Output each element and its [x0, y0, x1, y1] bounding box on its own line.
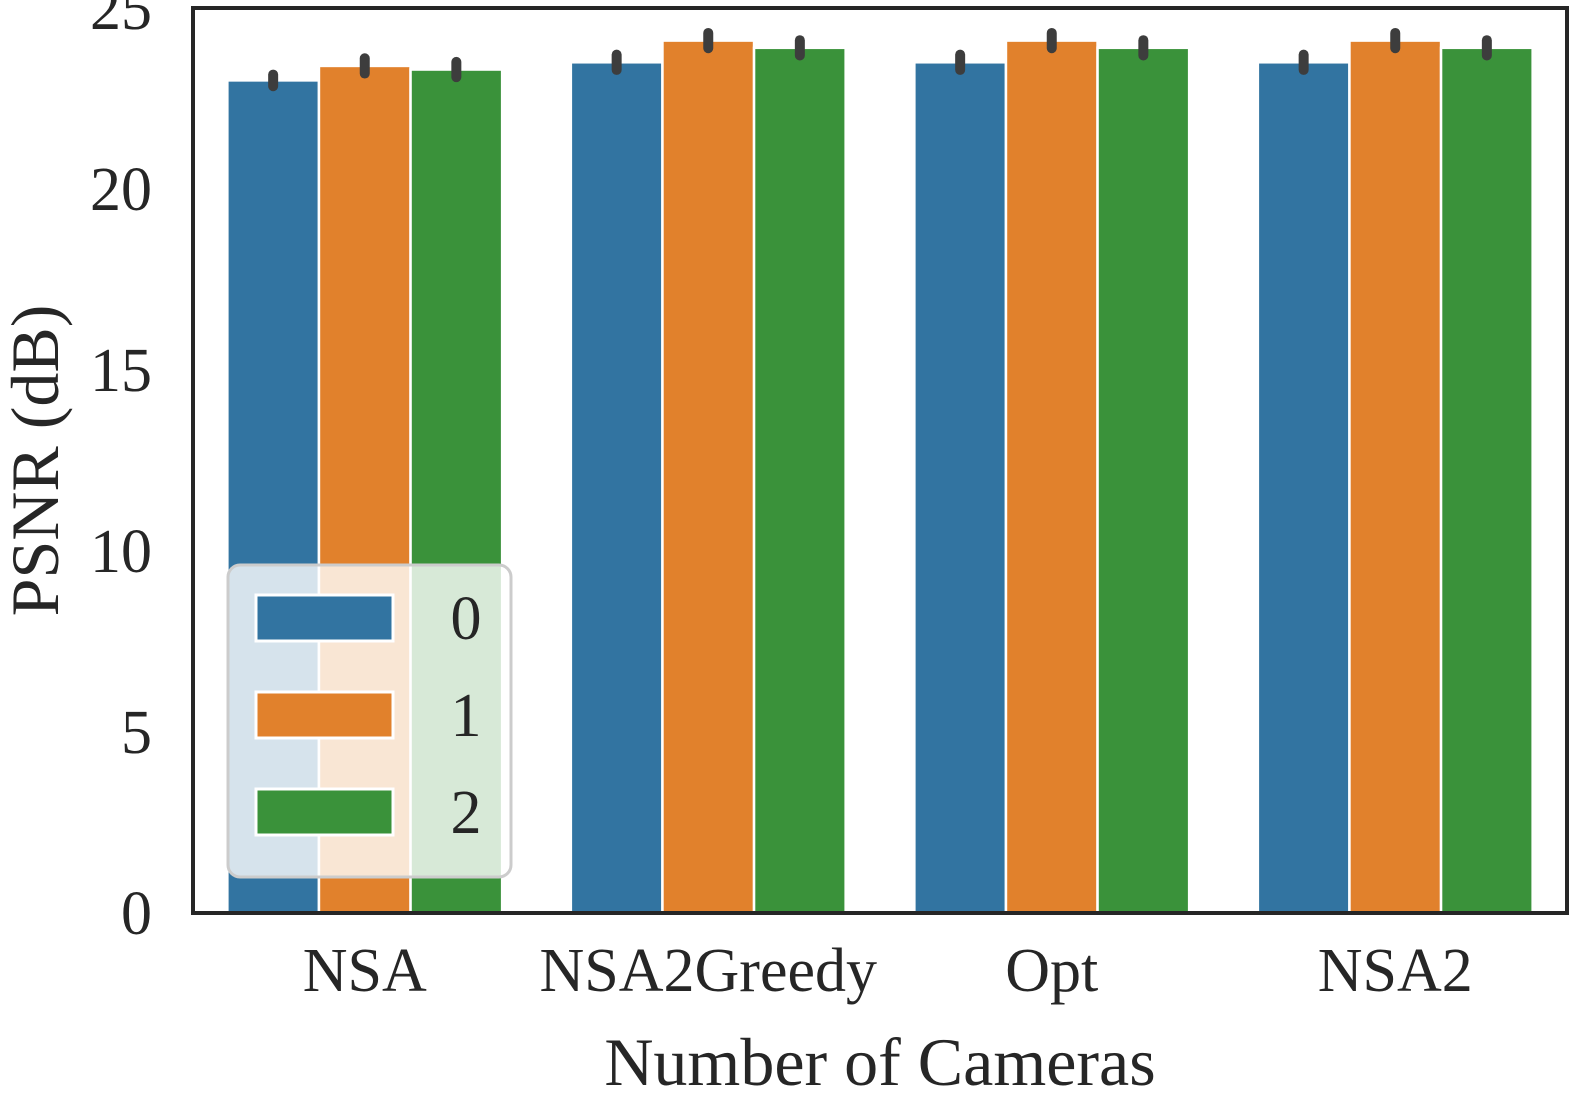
plot-frame: [191, 6, 1569, 915]
y-tick-label: 20: [90, 156, 152, 224]
bar-nsa2greedy-series-1: [661, 39, 756, 915]
y-tick-label: 15: [90, 337, 152, 405]
bar-nsa2-series-2: [1439, 46, 1534, 915]
y-tick-label: 25: [90, 0, 152, 43]
legend-label-2: 2: [451, 779, 482, 847]
bar-nsa2-series-1: [1348, 39, 1443, 915]
legend-swatch-2: [254, 787, 395, 837]
legend-label-0: 0: [451, 585, 482, 653]
y-axis-ticks: 0 5 10 15 20 25: [90, 0, 152, 948]
bar-nsa2greedy-series-2: [752, 46, 847, 915]
x-tick-label: NSA2Greedy: [540, 937, 878, 1005]
bar-nsa2greedy-series-0: [569, 61, 664, 915]
legend-label-1: 1: [451, 682, 482, 750]
y-tick-label: 5: [121, 699, 152, 767]
x-tick-label: NSA: [303, 937, 427, 1005]
x-tick-label: NSA2: [1318, 937, 1473, 1005]
x-axis-ticks: NSA NSA2Greedy Opt NSA2: [303, 937, 1473, 1005]
bar-opt-series-2: [1096, 46, 1191, 915]
legend-swatch-1: [254, 690, 395, 740]
y-tick-label: 10: [90, 518, 152, 586]
bar-nsa2-series-0: [1256, 61, 1351, 915]
bar-opt-series-0: [913, 61, 1008, 915]
y-tick-label: 0: [121, 880, 152, 948]
legend-swatch-0: [254, 593, 395, 643]
x-tick-label: Opt: [1005, 937, 1098, 1005]
x-axis-title: Number of Cameras: [604, 1024, 1155, 1100]
errorbars-layer: [268, 27, 1492, 92]
bar-opt-series-1: [1004, 39, 1099, 915]
y-axis-title: PSNR (dB): [0, 305, 73, 617]
legend: 0 1 2: [226, 563, 513, 879]
